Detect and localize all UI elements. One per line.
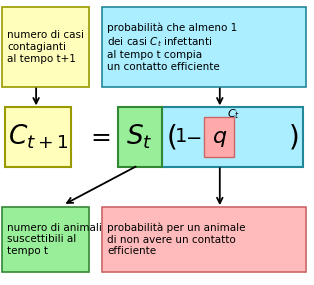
- Text: numero di casi
contagianti
al tempo t+1: numero di casi contagianti al tempo t+1: [7, 30, 84, 64]
- FancyBboxPatch shape: [102, 7, 306, 87]
- Text: probabilità che almeno 1
dei casi $C_t$ infettanti
al tempo t compia
un contatto: probabilità che almeno 1 dei casi $C_t$ …: [107, 22, 238, 72]
- FancyBboxPatch shape: [162, 107, 303, 167]
- FancyBboxPatch shape: [5, 107, 71, 167]
- FancyBboxPatch shape: [2, 7, 89, 87]
- Text: $=$: $=$: [86, 125, 111, 148]
- Text: $q$: $q$: [212, 127, 227, 149]
- Text: $C_{t+1}$: $C_{t+1}$: [8, 123, 68, 151]
- FancyBboxPatch shape: [102, 207, 306, 272]
- Text: $)$: $)$: [288, 122, 299, 151]
- Text: $C_t$: $C_t$: [227, 107, 241, 121]
- FancyBboxPatch shape: [118, 107, 162, 167]
- FancyBboxPatch shape: [204, 117, 234, 157]
- Text: $-$: $-$: [185, 128, 201, 146]
- Text: $($: $($: [166, 122, 176, 151]
- Text: $S_t$: $S_t$: [127, 123, 153, 151]
- Text: numero di animali
suscettibili al
tempo t: numero di animali suscettibili al tempo …: [7, 223, 102, 256]
- Text: $1$: $1$: [174, 128, 187, 146]
- FancyBboxPatch shape: [2, 207, 89, 272]
- Text: probabilità per un animale
di non avere un contatto
efficiente: probabilità per un animale di non avere …: [107, 223, 246, 256]
